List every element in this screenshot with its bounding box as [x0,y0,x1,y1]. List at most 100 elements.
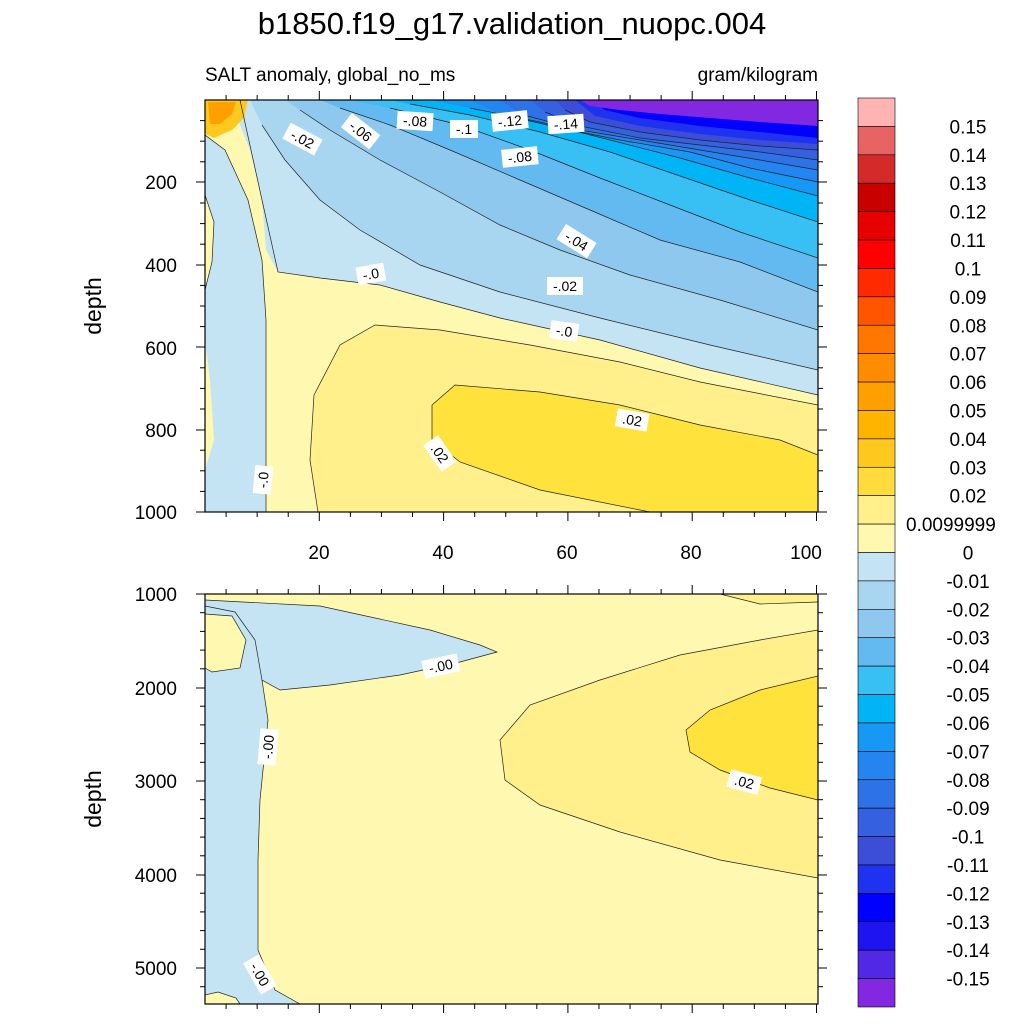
colorbar-swatch [857,211,896,241]
top-fill-positive-pocket-left [205,195,214,290]
top-panel: SALT anomaly, global_no_ms gram/kilogram [80,65,827,564]
svg-text:-.1: -.1 [456,121,473,137]
bottom-fill-positive-wedge [500,630,818,878]
colorbar-swatch [857,609,896,639]
colorbar-label: -0.12 [946,884,989,905]
bottom-contour-line [685,675,818,801]
colorbar-swatch [857,580,896,610]
x-tick-label: 40 [432,543,453,564]
y-tick-label: 4000 [135,866,177,887]
colorbar-label: 0.08 [950,316,987,337]
y-tick-label: 5000 [135,959,177,980]
bottom-contour-lines [205,594,818,1004]
top-y-axis-label: depth [80,277,106,335]
top-contour-lines [205,100,818,512]
colorbar-swatch [857,864,896,894]
colorbar-label: 0.15 [950,117,987,138]
top-x-ticklabels: 20 40 60 80 100 [308,543,821,564]
bottom-fill-positive-pocket [205,614,246,672]
colorbar-label: 0.0099999 [906,515,996,536]
colorbar-swatch [857,807,896,837]
y-tick-label: 400 [145,256,177,277]
colorbar-label: 0.12 [950,203,987,224]
colorbar-swatch [857,722,896,752]
colorbar-label: -0.11 [947,856,989,877]
top-contour-line [409,103,818,223]
top-contour-line [205,194,215,291]
colorbar-labels: 0.15 0.14 0.13 0.12 0.11 0.1 0.09 0.08 0.07 0.06 0… [906,117,996,990]
top-subtitle-right: gram/kilogram [698,65,818,86]
x-tick-label: 80 [680,543,701,564]
svg-text:-.0: -.0 [254,471,271,489]
contour-label: -.00 [257,728,279,766]
colorbar-swatch [857,779,896,809]
svg-text:-.00: -.00 [427,656,454,677]
contour-label: -.08 [501,146,539,168]
figure-title: b1850.f19_g17.validation_nuopc.004 [258,6,767,41]
contour-label: -.08 [396,110,434,132]
colorbar-label: 0.06 [950,373,987,394]
colorbar-label: -0.1 [952,828,985,849]
colorbar-swatch [857,694,896,724]
colorbar-swatch [857,97,896,127]
top-contour-line [299,109,818,331]
colorbar-swatch [857,495,896,525]
contour-label: -.00 [421,653,461,679]
y-tick-label: 2000 [135,679,177,700]
contour-label: -.12 [491,110,529,132]
colorbar-swatch [857,637,896,667]
top-contour-line [261,124,818,371]
svg-text:-.02: -.02 [553,278,577,294]
top-contour-line [239,100,818,396]
colorbar-label: -0.14 [946,941,990,962]
y-tick-label: 1000 [135,585,177,606]
top-fill-positive-core [432,385,818,512]
colorbar-label: -0.15 [946,970,989,991]
colorbar-swatch [857,893,896,923]
y-tick-label: 200 [145,173,177,194]
top-contour-line [313,324,818,406]
bottom-axis-ticks [196,585,827,1013]
bottom-y-ticklabels: 1000 2000 3000 4000 5000 [135,585,177,980]
top-fill-level-minus-15 [580,100,818,126]
svg-text:.02: .02 [733,772,756,793]
colorbar-swatch [857,836,896,866]
colorbar-swatch [857,296,896,326]
colorbar-swatch [857,324,896,354]
top-contour-line [469,107,818,197]
colorbar-swatch [857,978,896,1008]
top-axis-ticks [196,91,827,521]
bottom-y-axis-label: depth [80,770,106,828]
colorbar-label: 0.11 [950,231,986,252]
colorbar-label: 0.05 [950,401,987,422]
x-tick-label: 100 [790,543,822,564]
svg-text:-.08: -.08 [402,112,427,130]
x-tick-label: 60 [556,543,577,564]
top-contour-line [564,109,818,151]
x-tick-label: 20 [308,543,329,564]
bottom-panel: -.00 -.00 .02 -.00 1000 2000 3000 4000 5… [80,585,827,1013]
colorbar-swatch [857,751,896,781]
colorbar-label: -0.01 [946,572,989,593]
contour-label: -.14 [547,113,585,135]
colorbar-swatch [857,182,896,212]
y-tick-label: 600 [145,339,177,360]
colorbar-swatch [857,665,896,695]
colorbar-label: -0.09 [946,799,989,820]
contour-label: -.0 [252,465,274,495]
top-contour-line [339,107,818,293]
svg-text:.02: .02 [621,410,643,429]
y-tick-label: 1000 [135,503,177,524]
colorbar-label: -0.07 [946,742,989,763]
bottom-fill-negative-left [205,606,300,1004]
colorbar-label: 0.13 [950,174,987,195]
top-y-ticklabels: 200 400 600 800 1000 [135,173,177,524]
colorbar-swatch [857,949,896,979]
contour-label: -.02 [547,277,583,295]
svg-text:-.08: -.08 [507,148,533,166]
top-contour-line [205,134,267,512]
colorbar-swatch [857,239,896,269]
colorbar-swatch [857,353,896,383]
contour-label: -.0 [549,320,580,342]
colorbar-swatch [857,523,896,553]
